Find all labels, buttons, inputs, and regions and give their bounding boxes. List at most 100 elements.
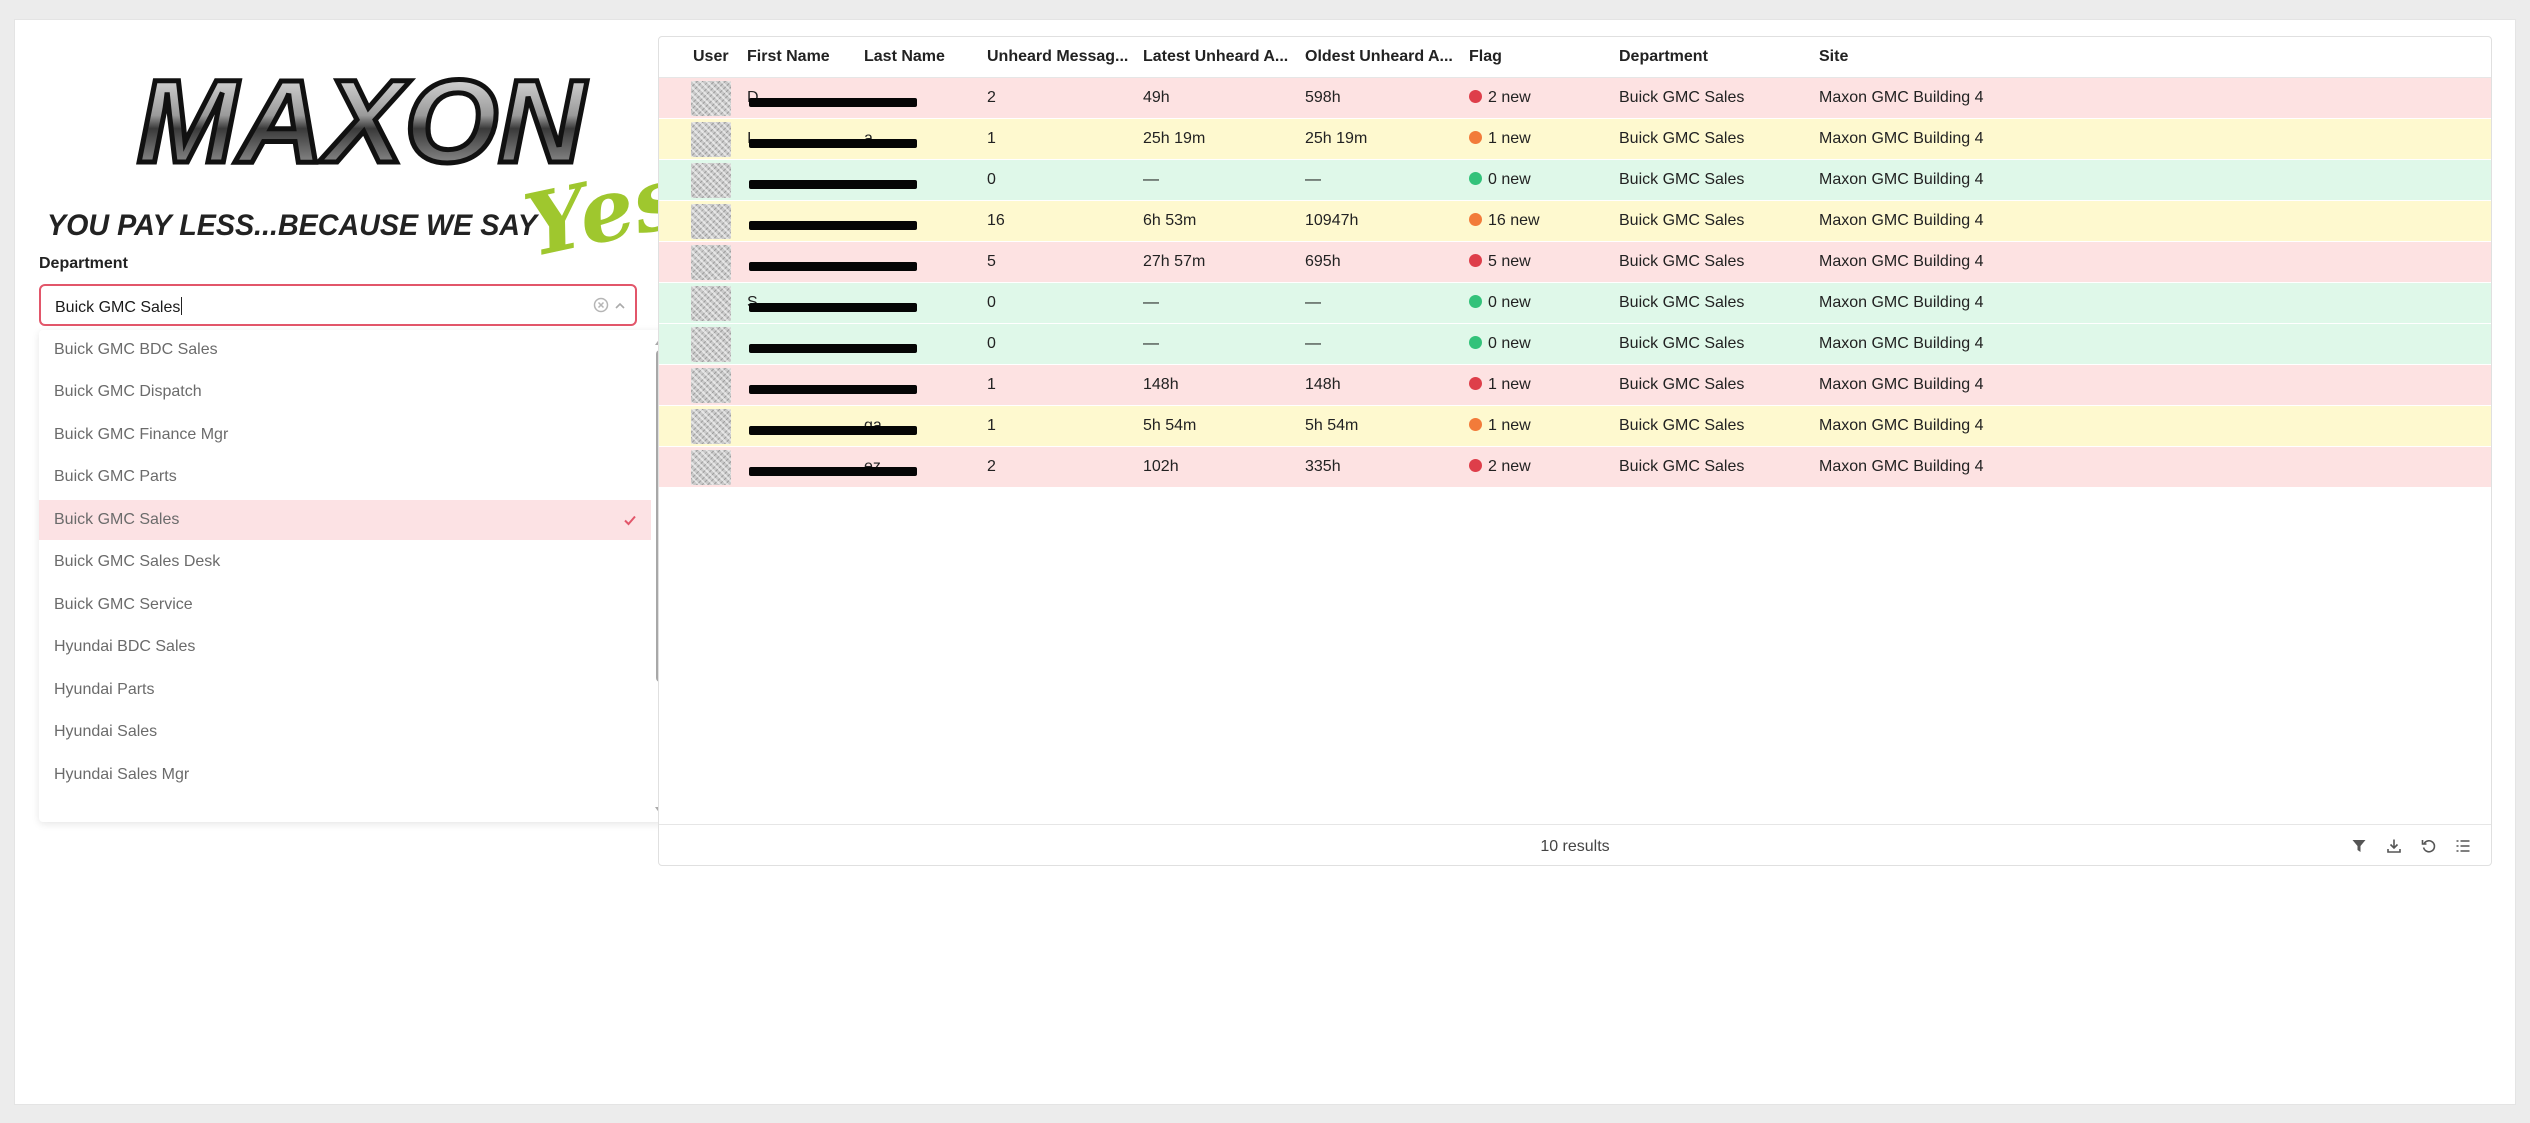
flag-cell: 2 new [1469,89,1531,107]
dropdown-option[interactable]: Buick GMC Parts [39,457,651,497]
unheard-messages-cell: 0 [987,294,996,311]
status-dot-icon [1469,131,1482,144]
flag-label: 0 new [1488,171,1531,188]
user-avatar [691,81,731,116]
table-row[interactable]: Ia 1 25h 19m 25h 19m 1 new Buick GMC Sales Max… [659,119,2491,160]
column-list-icon[interactable] [2455,838,2471,854]
clear-icon[interactable] [593,297,609,313]
dropdown-option[interactable]: Buick GMC Finance Mgr [39,415,651,455]
site-cell: Maxon GMC Building 4 [1819,212,1984,229]
latest-unheard-cell: 148h [1143,376,1179,393]
redaction-bar [749,221,917,230]
flag-cell: 2 new [1469,458,1531,476]
table-row[interactable]: 5 27h 57m 695h 5 new Buick GMC Sales Maxon GM… [659,242,2491,283]
flag-label: 1 new [1488,130,1531,147]
column-header-last-name[interactable]: Last Name [864,48,945,65]
flag-cell: 0 new [1469,171,1531,189]
column-header-latest-unheard[interactable]: Latest Unheard A... [1143,48,1289,65]
flag-label: 1 new [1488,376,1531,393]
unheard-messages-cell: 1 [987,130,996,147]
dropdown-option[interactable]: Hyundai Sales [39,712,651,752]
column-header-user[interactable]: User [693,48,729,65]
latest-unheard-cell: — [1143,171,1159,188]
unheard-messages-cell: 0 [987,171,996,188]
dropdown-option[interactable]: Hyundai Parts [39,670,651,710]
site-cell: Maxon GMC Building 4 [1819,130,1984,147]
flag-cell: 1 new [1469,376,1531,394]
department-cell: Buick GMC Sales [1619,212,1745,229]
option-label: Buick GMC Sales Desk [54,553,221,570]
dropdown-option[interactable]: Hyundai BDC Sales [39,627,651,667]
department-cell: Buick GMC Sales [1619,89,1745,106]
dropdown-option[interactable]: Buick GMC BDC Sales [39,330,651,370]
flag-label: 2 new [1488,458,1531,475]
status-dot-icon [1469,254,1482,267]
oldest-unheard-cell: 25h 19m [1305,130,1368,147]
text-cursor [181,297,183,315]
column-header-site[interactable]: Site [1819,48,1849,65]
user-avatar [691,368,731,403]
first-name-cell: D [747,89,759,107]
table-row[interactable]: S 0 — — 0 new Buick GMC Sales Maxon GMC Buildi… [659,283,2491,324]
oldest-unheard-cell: 695h [1305,253,1341,270]
option-label: Buick GMC Parts [54,468,177,485]
unheard-messages-cell: 5 [987,253,996,270]
column-header-flag[interactable]: Flag [1469,48,1502,65]
option-label: Buick GMC Sales [54,511,180,528]
latest-unheard-cell: 25h 19m [1143,130,1206,147]
chevron-up-icon[interactable] [613,299,627,313]
flag-cell: 1 new [1469,417,1531,435]
redaction-bar [749,180,917,189]
status-dot-icon [1469,336,1482,349]
column-header-unheard-messages[interactable]: Unheard Messag... [987,48,1129,65]
table-row[interactable]: D 2 49h 598h 2 new Buick GMC Sales Maxon GMC B… [659,78,2491,119]
results-count: 10 results [1540,838,1610,855]
flag-label: 2 new [1488,89,1531,106]
dropdown-option[interactable]: Hyundai Sales Mgr [39,755,651,795]
table-row[interactable]: 1 148h 148h 1 new Buick GMC Sales Maxon GMC B… [659,365,2491,406]
department-cell: Buick GMC Sales [1619,130,1745,147]
dropdown-option[interactable]: Buick GMC Dispatch [39,372,651,412]
table-header: User First Name Last Name Unheard Messag… [659,37,2491,78]
dropdown-option[interactable]: Buick GMC Sales Desk [39,542,651,582]
redaction-bar [749,344,917,353]
dropdown-option-selected[interactable]: Buick GMC Sales [39,500,651,540]
first-name-cell: I [747,130,751,148]
status-dot-icon [1469,90,1482,103]
column-header-department[interactable]: Department [1619,48,1708,65]
refresh-icon[interactable] [2421,838,2437,854]
department-cell: Buick GMC Sales [1619,458,1745,475]
option-label: Hyundai BDC Sales [54,638,196,655]
site-cell: Maxon GMC Building 4 [1819,294,1984,311]
user-avatar [691,286,731,321]
department-select-value[interactable]: Buick GMC Sales [55,297,183,316]
status-dot-icon [1469,459,1482,472]
site-cell: Maxon GMC Building 4 [1819,335,1984,352]
column-header-oldest-unheard[interactable]: Oldest Unheard A... [1305,48,1453,65]
table-row[interactable]: 0 — — 0 new Buick GMC Sales Maxon GMC Buildin… [659,324,2491,365]
oldest-unheard-cell: 335h [1305,458,1341,475]
status-dot-icon [1469,377,1482,390]
download-icon[interactable] [2386,838,2402,854]
site-cell: Maxon GMC Building 4 [1819,458,1984,475]
flag-label: 0 new [1488,294,1531,311]
status-dot-icon [1469,418,1482,431]
table-row[interactable]: 16 6h 53m 10947h 16 new Buick GMC Sales Maxon… [659,201,2491,242]
latest-unheard-cell: 5h 54m [1143,417,1197,434]
column-header-first-name[interactable]: First Name [747,48,830,65]
site-cell: Maxon GMC Building 4 [1819,417,1984,434]
option-label: Buick GMC BDC Sales [54,341,218,358]
dropdown-option[interactable]: Buick GMC Service [39,585,651,625]
department-select[interactable]: Buick GMC Sales [39,284,637,326]
site-cell: Maxon GMC Building 4 [1819,253,1984,270]
redaction-bar [749,467,917,476]
option-label: Buick GMC Service [54,596,193,613]
table-row[interactable]: 0 — — 0 new Buick GMC Sales Maxon GMC Buildin… [659,160,2491,201]
user-avatar [691,450,731,485]
latest-unheard-cell: 6h 53m [1143,212,1197,229]
filter-icon[interactable] [2351,838,2367,854]
logo-brand: MAXON [137,56,588,188]
redaction-bar [749,98,917,107]
